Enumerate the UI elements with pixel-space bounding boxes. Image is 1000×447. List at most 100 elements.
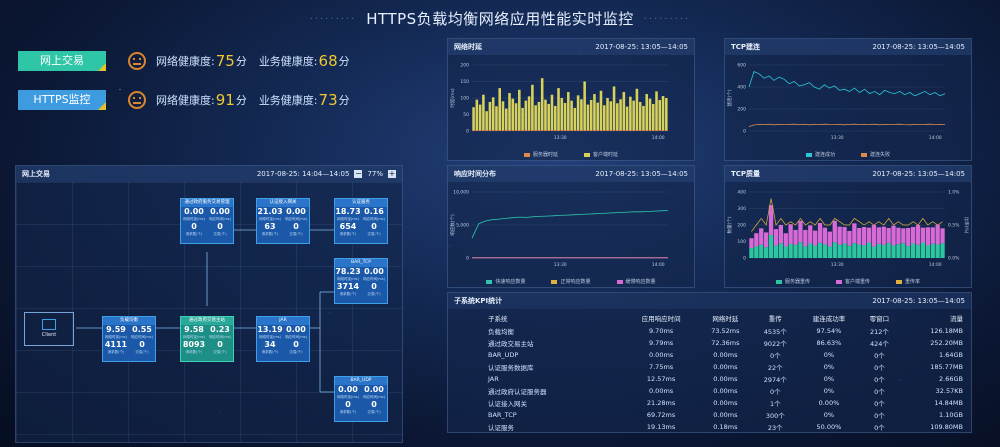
bar-client-retrans xyxy=(773,229,779,246)
y-axis-label: 响应数(个) xyxy=(449,214,456,236)
bar-server-latency xyxy=(635,130,639,131)
legend-swatch xyxy=(551,279,558,284)
bar-client-retrans xyxy=(915,225,921,245)
table-row[interactable]: 负载均衡 9.70ms 73.52ms 4535个 97.54% 212个 126.18MB xyxy=(452,325,967,337)
bar-server-latency xyxy=(573,130,577,131)
table-row[interactable]: JAR 12.57ms 0.00ms 2974个 0% 0个 2.66GB xyxy=(452,373,967,385)
node-label: 响应时间(ms) xyxy=(131,335,153,339)
bar-server-retrans xyxy=(862,245,867,258)
node-title: 通过政府交易主站 xyxy=(181,317,233,325)
node-value: 0.00 xyxy=(338,385,358,394)
node-label: 响应时间(ms) xyxy=(285,335,307,339)
node-n2[interactable]: 认证接入网关 21.03 网络时延(ms) 0.00 响应时间(ms) 63 请求数(个) 0… xyxy=(256,198,310,244)
bar-server-latency xyxy=(524,130,528,131)
legend-item[interactable]: 客户端重传 xyxy=(835,278,870,285)
bar-client-latency xyxy=(583,81,586,131)
legend-item[interactable]: 重传率 xyxy=(896,278,920,285)
bar-client-latency xyxy=(586,104,590,131)
kpi-header[interactable]: 建连成功率 xyxy=(812,315,846,323)
bar-server-retrans xyxy=(915,244,921,258)
node-value: 78.23 xyxy=(335,267,361,276)
kpi-cell: 212个 xyxy=(869,328,889,336)
kpi-cell: 0个 xyxy=(874,376,885,384)
kpi-header[interactable]: 应用响应时间 xyxy=(641,315,681,323)
client-node[interactable]: Client xyxy=(24,312,74,346)
legend-item[interactable]: 正常响应数量 xyxy=(551,278,591,285)
node-value: 0 xyxy=(371,222,377,231)
bar-client-latency xyxy=(547,103,550,131)
table-row[interactable]: 通过政交易主站 9.79ms 72.36ms 9022个 86.63% 424个 252.2… xyxy=(452,337,967,349)
bar-server-latency xyxy=(547,130,550,131)
bar-server-latency xyxy=(589,130,593,131)
table-row[interactable]: 认证服务 19.13ms 0.18ms 23个 50.00% 0个 109.80MB xyxy=(452,421,967,433)
bar-client-latency xyxy=(534,105,537,131)
y2-tick-label: 0.5% xyxy=(948,223,960,229)
bar-client-retrans xyxy=(778,225,783,244)
bar-server-latency xyxy=(521,130,524,131)
bar-client-latency xyxy=(540,78,544,131)
y-tick-label: 0 xyxy=(743,256,746,262)
system-tag-button[interactable]: HTTPS监控 xyxy=(18,90,106,110)
node-n1[interactable]: 通过政府服务交易管理 0.00 网络时延(ms) 0.00 响应时间(ms) 0 请求数(个… xyxy=(180,198,234,244)
line-fast-response xyxy=(471,210,669,239)
kpi-cell: 负载均衡 xyxy=(488,328,514,336)
bar-client-latency xyxy=(514,103,518,131)
bar-client-latency xyxy=(527,96,531,131)
legend-item[interactable]: 服务器时延 xyxy=(523,151,558,158)
legend-item[interactable]: 建连成功 xyxy=(805,151,835,158)
kpi-cell: 252.20MB xyxy=(930,339,963,347)
y-tick-label: 600 xyxy=(737,63,746,69)
kpi-cell: 50.00% xyxy=(816,423,842,431)
bar-client-latency xyxy=(504,108,508,131)
kpi-header[interactable]: 零窗口 xyxy=(869,315,890,323)
kpi-header[interactable]: 重传 xyxy=(768,315,782,323)
bar-server-latency xyxy=(638,130,642,131)
node-n4[interactable]: BAR_TCP 78.23 网络时延(ms) 0.00 响应时间(ms) 3714 请求数(… xyxy=(334,258,388,304)
table-row[interactable]: 通过政府认证服务器 0.00ms 0.00ms 0个 0% 0个 32.57KB xyxy=(452,385,967,397)
node-value: 0.23 xyxy=(210,325,230,334)
node-n8[interactable]: BAR_UDP 0.00 网络时延(ms) 0.00 响应时间(ms) 0 请求数(个) 0 交… xyxy=(334,376,388,422)
legend-item[interactable]: 建连失败 xyxy=(861,151,890,158)
node-n5[interactable]: 负载均衡 9.59 网络时延(ms) 0.55 响应时间(ms) 4111 请求数(个) 0 交… xyxy=(102,316,156,362)
bar-server-retrans xyxy=(837,244,842,258)
table-row[interactable]: 认证服务数据库 7.75ms 0.00ms 22个 0% 0个 185.77MB xyxy=(452,361,967,373)
zoom-in-button[interactable]: + xyxy=(388,169,396,178)
bar-server-retrans xyxy=(822,244,828,258)
bar-server-latency xyxy=(619,130,622,131)
node-n6[interactable]: 通过政府交易主站 9.58 网络时延(ms) 0.23 响应时间(ms) 8093 请求数(… xyxy=(180,316,234,362)
legend-item[interactable]: 缓慢响应数量 xyxy=(616,278,656,285)
bar-client-latency xyxy=(550,94,554,131)
y-tick-label: 200 xyxy=(737,107,746,113)
kpi-header[interactable]: 子系统 xyxy=(488,315,508,323)
table-row[interactable]: BAR_UDP 0.00ms 0.00ms 0个 0% 0个 1.64GB xyxy=(452,349,967,361)
node-label: 请求数(个) xyxy=(185,232,203,236)
node-value: 18.73 xyxy=(335,207,361,216)
legend-item[interactable]: 快速响应数量 xyxy=(486,278,525,285)
bar-server-retrans xyxy=(906,246,911,258)
kpi-cell: 9.79ms xyxy=(648,339,674,347)
kpi-cell: 4535个 xyxy=(763,328,787,336)
node-label: 交易(个) xyxy=(367,410,381,414)
kpi-cell: 1.64GB xyxy=(939,351,963,359)
bar-client-latency xyxy=(589,99,593,131)
legend-label: 正常响应数量 xyxy=(560,279,591,285)
node-n3[interactable]: 认证服务 18.73 网络时延(ms) 0.16 响应时间(ms) 654 请求数(个) 0 交… xyxy=(334,198,388,244)
bar-client-latency xyxy=(580,99,583,131)
table-row[interactable]: 认证接入网关 21.28ms 0.00ms 1个 0.00% 0个 14.84MB xyxy=(452,397,967,409)
bar-server-latency xyxy=(511,130,515,131)
legend-item[interactable]: 客户端时延 xyxy=(584,151,618,158)
bar-client-latency xyxy=(560,98,564,131)
y-tick-label: 400 xyxy=(737,85,746,91)
table-row[interactable]: BAR_TCP 69.72ms 0.00ms 300个 0% 0个 1.10GB xyxy=(452,409,967,421)
kpi-header[interactable]: 流量 xyxy=(950,315,963,323)
node-n7[interactable]: JAR 13.19 网络时延(ms) 0.00 响应时间(ms) 34 请求数(个) 0 交易(… xyxy=(256,316,310,362)
node-label: 响应时间(ms) xyxy=(285,217,307,221)
legend-item[interactable]: 服务器重传 xyxy=(775,278,810,285)
legend-swatch xyxy=(486,279,493,284)
bar-client-latency xyxy=(635,88,639,131)
system-tag-button[interactable]: 网上交易 xyxy=(18,51,106,71)
zoom-out-button[interactable]: − xyxy=(354,169,363,178)
node-label: 网络时延(ms) xyxy=(337,277,359,281)
kpi-header[interactable]: 网络时延 xyxy=(712,315,739,323)
node-label: 网络时延(ms) xyxy=(259,335,281,339)
